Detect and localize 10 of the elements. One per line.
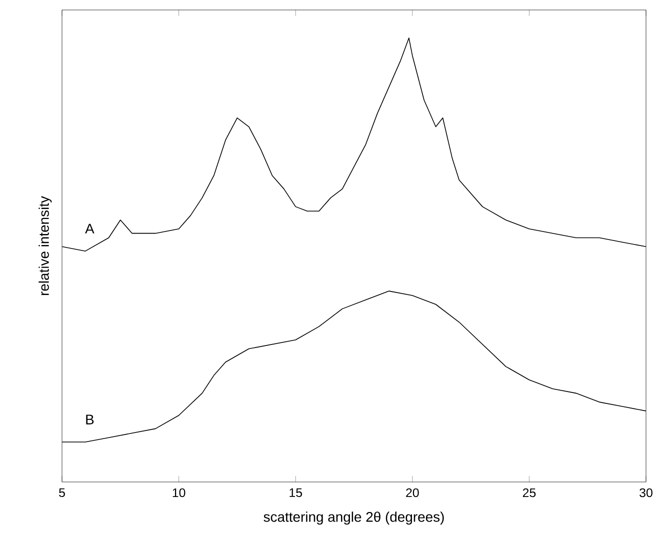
x-tick-label: 10 [172,488,186,498]
x-tick-label: 30 [640,488,652,498]
y-axis-title: relative intensity [38,196,52,296]
series-label: A [85,224,94,234]
x-axis-title: scattering angle 2θ (degrees) [264,512,444,525]
series-label: B [86,414,94,424]
x-tick-label: 5 [59,488,65,498]
x-tick-label: 20 [406,488,419,498]
x-tick-label: 25 [522,488,536,498]
x-tick-label: 15 [290,488,302,498]
